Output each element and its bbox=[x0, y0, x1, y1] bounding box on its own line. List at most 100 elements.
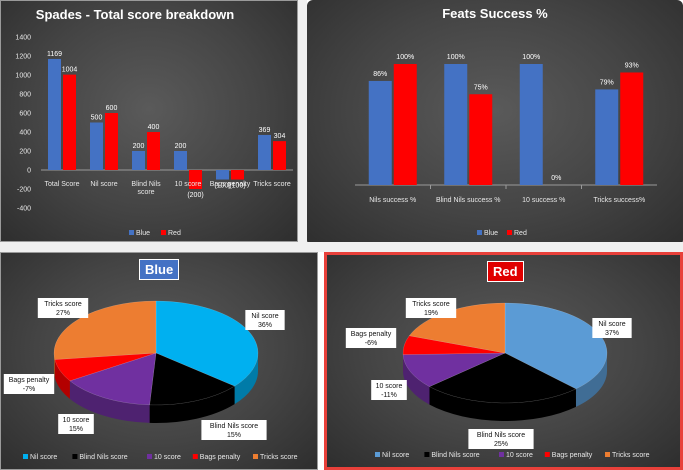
pie-slice-tricks-score bbox=[53, 300, 157, 360]
feats-success-chart: Feats Success % 86% 100% Nils success % 100… bbox=[355, 6, 657, 237]
bar-blue bbox=[595, 89, 619, 185]
legend-label: Red bbox=[514, 230, 527, 237]
feats-success-chart-panel[interactable]: Feats Success % 86% 100% Nils success % 100… bbox=[307, 0, 683, 246]
legend-label: Bags penalty bbox=[552, 452, 593, 459]
y-tick-label: 200 bbox=[19, 149, 31, 156]
bar-red bbox=[273, 141, 286, 170]
bar-red bbox=[231, 170, 244, 180]
slice-label-name: 10 score bbox=[63, 417, 90, 424]
legend-label: Red bbox=[168, 230, 181, 237]
pie-slice-side bbox=[54, 353, 55, 378]
pie-slice-side bbox=[54, 359, 70, 399]
slice-label-name: Bags penalty bbox=[351, 331, 392, 338]
legend-swatch bbox=[23, 454, 28, 459]
pie-slice-bags-penalty bbox=[54, 352, 157, 382]
pie-slice-side bbox=[234, 353, 258, 405]
pie-slice-side bbox=[69, 380, 150, 423]
slice-label-box bbox=[245, 310, 285, 330]
pie-slice-10-score bbox=[402, 352, 506, 387]
slice-label-value: 15% bbox=[227, 432, 241, 439]
red-pie-chart-panel[interactable]: Nil score 37% Blind Nils score 25% 10 score -… bbox=[324, 252, 683, 470]
legend-label: 10 score bbox=[506, 452, 533, 459]
slice-label-name: 10 score bbox=[376, 383, 403, 390]
data-label: 304 bbox=[274, 133, 286, 140]
bar-red bbox=[189, 170, 202, 189]
y-tick-label: -200 bbox=[17, 187, 31, 194]
y-tick-label: 600 bbox=[19, 111, 31, 118]
pie-slice-nil-score bbox=[155, 300, 259, 387]
bar-blue bbox=[368, 80, 392, 185]
slice-label-box bbox=[468, 429, 534, 449]
category-label: Nils success % bbox=[369, 197, 416, 204]
bar-red bbox=[63, 74, 76, 170]
data-label: (200) bbox=[187, 192, 203, 199]
legend-label: Blind Nils score bbox=[431, 452, 479, 459]
vertical-splitter[interactable] bbox=[298, 0, 307, 246]
data-label: 79% bbox=[600, 79, 614, 86]
y-tick-label: 1200 bbox=[15, 54, 31, 61]
horizontal-splitter[interactable] bbox=[0, 242, 683, 252]
bar-blue bbox=[444, 64, 468, 185]
legend-swatch bbox=[477, 230, 482, 235]
data-label: 93% bbox=[625, 62, 639, 69]
blue-pie-chart-panel[interactable]: Nil score 36% Blind Nils score 15% 10 score 1… bbox=[0, 252, 318, 470]
slice-label-box bbox=[37, 298, 89, 318]
bar-blue bbox=[132, 151, 145, 170]
data-label: 86% bbox=[373, 71, 387, 78]
bar-blue bbox=[48, 58, 61, 170]
legend-swatch bbox=[161, 230, 166, 235]
slice-label-box bbox=[3, 374, 55, 394]
data-label: 500 bbox=[91, 115, 103, 122]
legend-label: 10 score bbox=[154, 454, 181, 461]
slice-label-value: 19% bbox=[424, 310, 438, 317]
data-label: 200 bbox=[133, 143, 145, 150]
slice-label-value: -11% bbox=[381, 392, 397, 399]
bar-red bbox=[620, 72, 644, 185]
pie-slice-bags-penalty bbox=[402, 335, 506, 355]
chart-title: Red bbox=[487, 261, 524, 282]
pie-slice-side bbox=[403, 354, 430, 405]
y-tick-label: 0 bbox=[27, 168, 31, 175]
legend-swatch bbox=[499, 452, 504, 457]
slice-label-name: Nil score bbox=[598, 321, 625, 328]
y-tick-label: 400 bbox=[19, 130, 31, 137]
legend-swatch bbox=[605, 452, 610, 457]
slice-label-name: Tricks score bbox=[44, 301, 82, 308]
legend-label: Tricks score bbox=[612, 452, 650, 459]
category-label: Tricks success% bbox=[593, 197, 645, 204]
legend-swatch bbox=[147, 454, 152, 459]
category-label: Nil score bbox=[90, 181, 117, 188]
pie-slice-10-score bbox=[69, 352, 157, 406]
category-label: 10 score bbox=[175, 181, 202, 188]
data-label: 100% bbox=[396, 54, 414, 61]
slice-label-name: Nil score bbox=[251, 313, 278, 320]
data-label: 75% bbox=[474, 84, 488, 91]
bar-red bbox=[469, 94, 493, 185]
slice-label-box bbox=[201, 420, 267, 440]
slice-label-name: Blind Nils score bbox=[210, 423, 258, 430]
legend-label: Blind Nils score bbox=[79, 454, 127, 461]
slice-label-box bbox=[345, 328, 397, 348]
data-label: 200 bbox=[175, 143, 187, 150]
slice-label-value: 15% bbox=[69, 426, 83, 433]
y-tick-label: 1000 bbox=[15, 73, 31, 80]
bar-red bbox=[105, 113, 118, 170]
data-label: 100% bbox=[447, 54, 465, 61]
category-label: 10 success % bbox=[522, 197, 565, 204]
slice-label-value: -7% bbox=[23, 386, 35, 393]
slice-label-name: Tricks score bbox=[412, 301, 450, 308]
pie-slice-blind-nils-score bbox=[428, 352, 577, 404]
pie-slice-side bbox=[429, 386, 576, 421]
score-breakdown-chart-panel[interactable]: Spades - Total score breakdown 1400 1200 1… bbox=[0, 0, 298, 242]
y-tick-label: -400 bbox=[17, 206, 31, 213]
legend-swatch bbox=[192, 454, 198, 459]
data-label: (100) bbox=[229, 183, 245, 190]
chart-title: Feats Success % bbox=[442, 6, 548, 21]
slice-label-name: Blind Nils score bbox=[477, 432, 525, 439]
legend-swatch bbox=[72, 454, 78, 459]
bar-red bbox=[393, 64, 417, 185]
legend-label: Blue bbox=[484, 230, 498, 237]
category-label: Bags penalty bbox=[210, 181, 251, 188]
slice-label-value: 27% bbox=[56, 310, 70, 317]
pie-slice-side bbox=[575, 353, 607, 407]
